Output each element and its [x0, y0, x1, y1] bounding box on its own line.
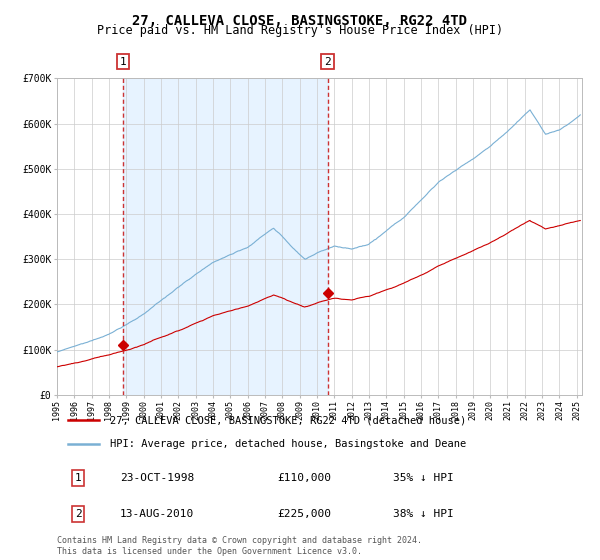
Text: £225,000: £225,000 [277, 509, 331, 519]
Text: Price paid vs. HM Land Registry's House Price Index (HPI): Price paid vs. HM Land Registry's House … [97, 24, 503, 37]
Bar [123, 78, 328, 395]
Text: 2: 2 [74, 509, 82, 519]
Text: 2: 2 [324, 57, 331, 67]
Text: Contains HM Land Registry data © Crown copyright and database right 2024.
This d: Contains HM Land Registry data © Crown c… [57, 536, 422, 556]
Text: 35% ↓ HPI: 35% ↓ HPI [393, 473, 454, 483]
Text: 1: 1 [74, 473, 82, 483]
Text: 27, CALLEVA CLOSE, BASINGSTOKE, RG22 4TD: 27, CALLEVA CLOSE, BASINGSTOKE, RG22 4TD [133, 14, 467, 28]
Text: 38% ↓ HPI: 38% ↓ HPI [393, 509, 454, 519]
Text: 23-OCT-1998: 23-OCT-1998 [120, 473, 194, 483]
Text: HPI: Average price, detached house, Basingstoke and Deane: HPI: Average price, detached house, Basi… [110, 439, 466, 449]
Text: 27, CALLEVA CLOSE, BASINGSTOKE, RG22 4TD (detached house): 27, CALLEVA CLOSE, BASINGSTOKE, RG22 4TD… [110, 415, 466, 425]
Text: £110,000: £110,000 [277, 473, 331, 483]
Text: 1: 1 [119, 57, 127, 67]
Text: 13-AUG-2010: 13-AUG-2010 [120, 509, 194, 519]
